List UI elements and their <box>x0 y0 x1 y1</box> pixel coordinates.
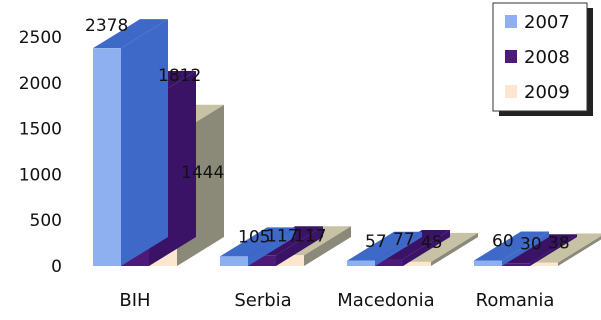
data-label: 117 <box>294 226 326 246</box>
category-label: Macedonia <box>337 290 434 311</box>
y-tick-label: 500 <box>30 211 62 231</box>
bar-side-face <box>431 232 478 266</box>
y-tick-label: 2500 <box>19 28 62 48</box>
bar-top-face <box>530 233 601 263</box>
bar-side-face <box>558 235 601 266</box>
bars <box>93 19 601 266</box>
legend-swatch <box>505 50 517 63</box>
data-label: 117 <box>266 226 298 246</box>
data-label: 30 <box>520 234 542 254</box>
y-tick-label: 2000 <box>19 74 62 94</box>
legend-label: 2007 <box>524 12 570 33</box>
data-label: 1444 <box>181 163 224 183</box>
legend-label: 2009 <box>524 82 570 103</box>
bar-front-face <box>403 261 431 266</box>
data-label: 1812 <box>158 66 201 86</box>
bar-top-face <box>347 231 422 261</box>
data-label: 60 <box>492 232 514 252</box>
data-label: 2378 <box>85 16 128 36</box>
data-label: 77 <box>393 230 415 250</box>
bar-top-face <box>474 231 549 261</box>
bar-front-face <box>248 255 276 266</box>
y-axis-ticks: 0 500 1000 1500 2000 2500 <box>19 28 62 277</box>
category-labels: BIH Serbia Macedonia Romania <box>119 290 554 311</box>
bar-top-face <box>220 227 295 257</box>
data-label: 57 <box>365 232 387 252</box>
legend-swatch <box>505 15 517 28</box>
bar-2007-Macedonia <box>347 231 422 266</box>
y-tick-label: 1000 <box>19 165 62 185</box>
bar-2009-Romania <box>530 233 601 266</box>
bar-side-face <box>121 19 168 266</box>
bar-side-face <box>530 234 577 266</box>
bar-side-face <box>375 231 422 266</box>
bar-front-face <box>220 256 248 266</box>
bar-2008-Romania <box>502 234 577 266</box>
legend-label: 2008 <box>524 47 570 68</box>
category-label: Serbia <box>234 290 291 311</box>
bar-front-face <box>502 263 530 266</box>
data-label: 38 <box>548 234 570 254</box>
legend-swatch <box>505 85 517 98</box>
bar-top-face <box>93 19 168 49</box>
bar-front-face <box>93 48 121 266</box>
bar-top-face <box>502 234 577 264</box>
bar-side-face <box>304 226 351 266</box>
bar-side-face <box>403 229 450 266</box>
bar-2009-Macedonia <box>403 232 478 266</box>
category-label: Romania <box>476 290 555 311</box>
bar-2007-Romania <box>474 231 549 266</box>
data-label: 45 <box>421 233 443 253</box>
bar-side-face <box>502 231 549 266</box>
bar-side-face <box>276 226 323 266</box>
bar-side-face <box>248 227 295 266</box>
bar-front-face <box>347 260 375 266</box>
legend: 2007 2008 2009 <box>492 2 593 116</box>
category-label: BIH <box>119 290 150 311</box>
bar-front-face <box>276 255 304 266</box>
bar-2007-Serbia <box>220 227 295 266</box>
bar-top-face <box>403 232 478 262</box>
data-label: 105 <box>238 227 270 247</box>
bar-front-face <box>530 262 558 266</box>
bar-front-face <box>474 260 502 266</box>
y-tick-label: 1500 <box>19 120 62 140</box>
bar-2007-BIH <box>93 19 168 266</box>
bar-front-face <box>375 258 403 266</box>
y-tick-label: 0 <box>51 257 62 277</box>
